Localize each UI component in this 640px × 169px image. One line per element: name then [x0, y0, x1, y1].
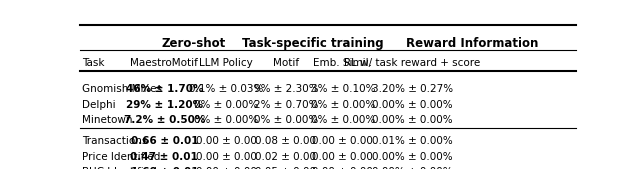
Text: Price Identified: Price Identified — [83, 152, 161, 162]
Text: 2% ± 0.70%: 2% ± 0.70% — [253, 100, 318, 110]
Text: Task-specific training: Task-specific training — [243, 37, 384, 50]
Text: RL w/ task reward + score: RL w/ task reward + score — [344, 58, 481, 68]
Text: 0% ± 0.00%: 0% ± 0.00% — [194, 100, 259, 110]
Text: Transactions: Transactions — [83, 136, 148, 146]
Text: 0% ± 0.00%: 0% ± 0.00% — [194, 115, 259, 125]
Text: 3.20% ± 0.27%: 3.20% ± 0.27% — [372, 84, 453, 94]
Text: Task: Task — [83, 58, 105, 68]
Text: 0.1% ± 0.03%: 0.1% ± 0.03% — [189, 84, 264, 94]
Text: 0.00% ± 0.00%: 0.00% ± 0.00% — [372, 167, 452, 169]
Text: 0% ± 0.00%: 0% ± 0.00% — [311, 100, 375, 110]
Text: 0.00 ± 0.00: 0.00 ± 0.00 — [196, 152, 257, 162]
Text: 0.08 ± 0.00: 0.08 ± 0.00 — [255, 136, 316, 146]
Text: Minetown: Minetown — [83, 115, 133, 125]
Text: 0.47 ± 0.01: 0.47 ± 0.01 — [131, 152, 198, 162]
Text: 0% ± 0.00%: 0% ± 0.00% — [311, 115, 375, 125]
Text: 7.2% ± 0.50%: 7.2% ± 0.50% — [124, 115, 205, 125]
Text: Motif: Motif — [273, 58, 299, 68]
Text: 9% ± 2.30%: 9% ± 2.30% — [253, 84, 318, 94]
Text: 0.00 ± 0.00: 0.00 ± 0.00 — [312, 136, 373, 146]
Text: Zero-shot: Zero-shot — [162, 37, 226, 50]
Text: 3% ± 0.10%: 3% ± 0.10% — [310, 84, 375, 94]
Text: 0.66 ± 0.01: 0.66 ± 0.01 — [131, 136, 198, 146]
Text: 0.00 ± 0.00: 0.00 ± 0.00 — [196, 136, 257, 146]
Text: 0.00% ± 0.00%: 0.00% ± 0.00% — [372, 152, 452, 162]
Text: 46% ± 1.70%: 46% ± 1.70% — [125, 84, 203, 94]
Text: Delphi: Delphi — [83, 100, 116, 110]
Text: 0.00 ± 0.00: 0.00 ± 0.00 — [312, 152, 373, 162]
Text: 0.05 ± 0.00: 0.05 ± 0.00 — [255, 167, 316, 169]
Text: LLM Policy: LLM Policy — [200, 58, 253, 68]
Text: BUC Identified: BUC Identified — [83, 167, 157, 169]
Text: Reward Information: Reward Information — [406, 37, 538, 50]
Text: 0.02 ± 0.00: 0.02 ± 0.00 — [255, 152, 316, 162]
Text: 0.00% ± 0.00%: 0.00% ± 0.00% — [372, 100, 452, 110]
Text: Gnomish Mines: Gnomish Mines — [83, 84, 163, 94]
Text: 1.60 ± 0.01: 1.60 ± 0.01 — [131, 167, 198, 169]
Text: MaestroMotif: MaestroMotif — [131, 58, 198, 68]
Text: 0.00% ± 0.00%: 0.00% ± 0.00% — [372, 115, 452, 125]
Text: 0.00 ± 0.00: 0.00 ± 0.00 — [196, 167, 257, 169]
Text: 0% ± 0.00%: 0% ± 0.00% — [253, 115, 318, 125]
Text: 29% ± 1.20%: 29% ± 1.20% — [125, 100, 203, 110]
Text: 0.01% ± 0.00%: 0.01% ± 0.00% — [372, 136, 452, 146]
Text: 0.00 ± 0.00: 0.00 ± 0.00 — [312, 167, 373, 169]
Text: Emb. Simil.: Emb. Simil. — [314, 58, 372, 68]
